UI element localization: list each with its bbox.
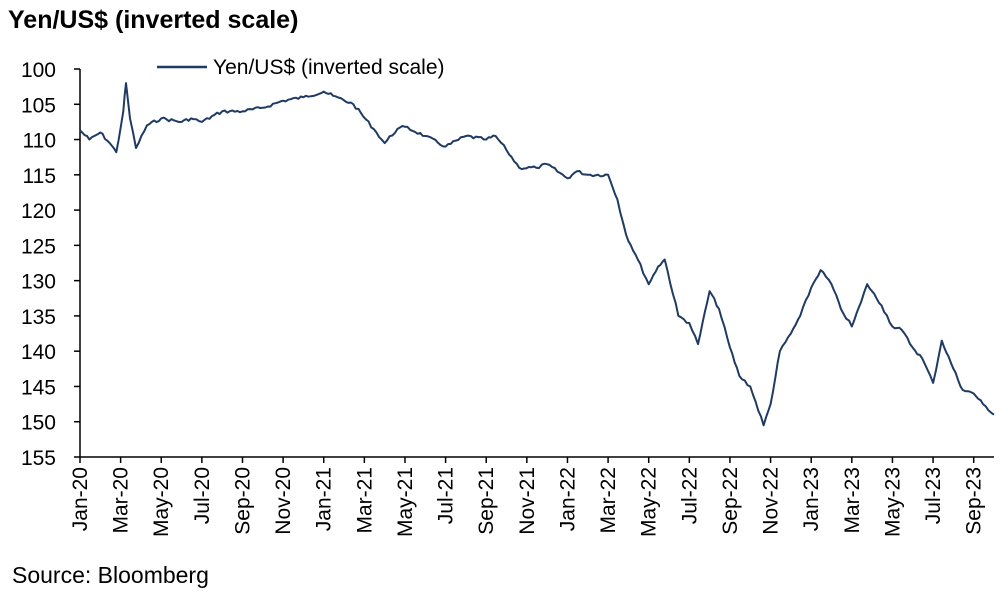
x-tick-label: Jul-23 (922, 467, 945, 524)
x-tick-label: Mar-23 (841, 467, 864, 534)
x-tick-label: May-23 (881, 467, 904, 537)
y-tick-label: 120 (21, 200, 56, 223)
legend: Yen/US$ (inverted scale) (157, 56, 445, 79)
x-tick-label: Sep-22 (719, 467, 742, 535)
x-tick-label: Nov-21 (516, 467, 539, 535)
x-tick-label: Mar-21 (353, 467, 376, 534)
x-tick-label: Mar-22 (597, 467, 620, 534)
x-tick-label: Jul-20 (191, 467, 214, 524)
x-tick-label: May-20 (150, 467, 173, 537)
y-tick-label: 125 (21, 235, 56, 258)
x-axis: Jan-20 Mar-20 May-20 Jul-20 Sep-20 Nov-20 Jan-… (69, 456, 994, 537)
x-tick-label: Nov-22 (760, 467, 783, 535)
y-axis: 100 105 110 115 120 125 130 135 140 145 150 155 (21, 59, 81, 470)
y-tick-label: 140 (21, 341, 56, 364)
y-tick-label: 145 (21, 376, 56, 399)
x-tick-label: May-21 (394, 467, 417, 537)
chart-title: Yen/US$ (inverted scale) (8, 6, 299, 34)
x-tick-label: Nov-20 (272, 467, 295, 535)
legend-label: Yen/US$ (inverted scale) (213, 56, 445, 79)
y-tick-label: 115 (23, 165, 56, 188)
x-tick-label: May-22 (638, 467, 661, 537)
x-tick-label: Jan-23 (800, 467, 823, 531)
y-tick-label: 150 (21, 412, 56, 435)
x-tick-label: Sep-23 (963, 467, 986, 535)
x-tick-label: Jan-22 (556, 467, 579, 531)
y-tick-label: 155 (21, 447, 56, 470)
x-tick-label: Jul-21 (435, 467, 458, 524)
x-tick-label: Jan-21 (313, 467, 336, 531)
x-tick-label: Sep-21 (475, 467, 498, 535)
x-tick-label: Jul-22 (678, 467, 701, 524)
y-tick-label: 110 (23, 130, 56, 153)
y-tick-label: 130 (21, 271, 56, 294)
source-note: Source: Bloomberg (12, 562, 209, 588)
y-tick-label: 100 (21, 59, 56, 82)
y-tick-label: 135 (21, 306, 56, 329)
x-tick-label: Sep-20 (231, 467, 254, 535)
x-tick-label: Jan-20 (69, 467, 92, 531)
x-tick-label: Mar-20 (110, 467, 133, 534)
series-line-yen-usd (79, 82, 995, 427)
y-tick-label: 105 (21, 94, 56, 117)
